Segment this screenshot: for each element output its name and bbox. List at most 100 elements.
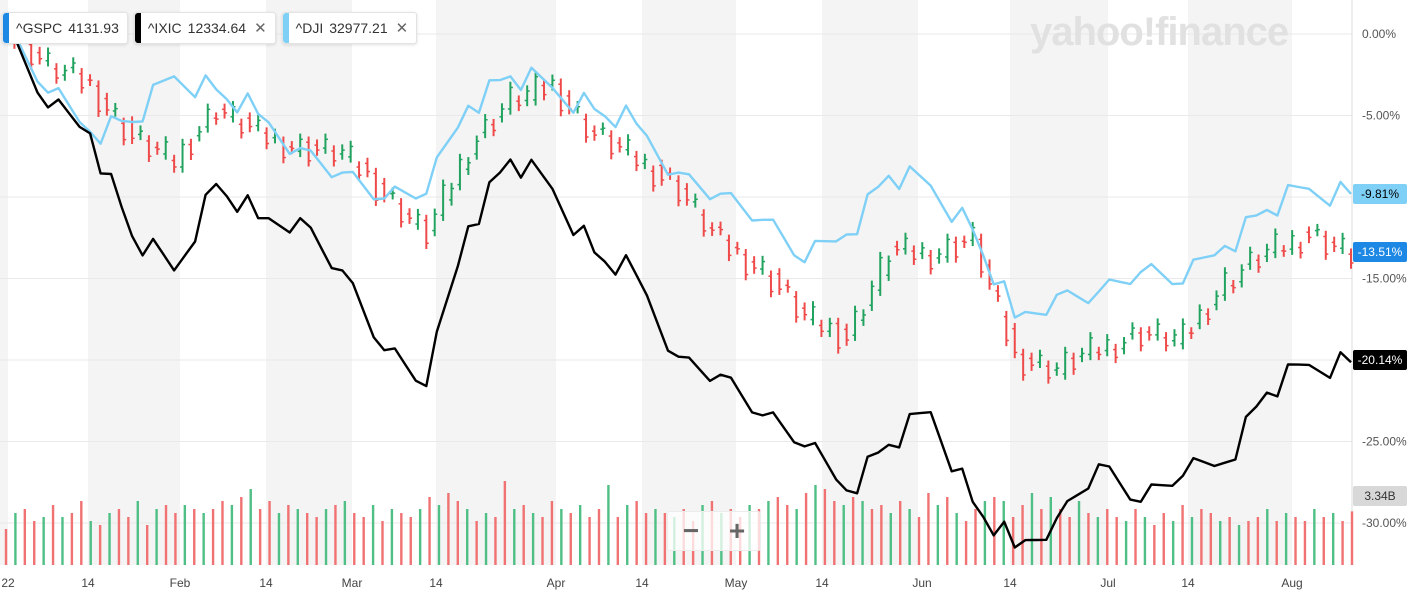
x-tick-label: Jun: [912, 576, 931, 590]
volume-bar: [1284, 513, 1288, 565]
volume-bar: [1059, 509, 1062, 565]
legend-value: 4131.93: [68, 20, 119, 36]
volume-bar: [306, 513, 309, 565]
volume-bar: [108, 513, 111, 565]
series-line-ixic: [5, 33, 1352, 549]
legend-color-swatch: [3, 13, 9, 43]
volume-bar: [1247, 521, 1250, 565]
volume-bar: [861, 501, 864, 565]
volume-bar: [908, 509, 911, 565]
volume-bar: [936, 505, 940, 565]
volume-bar: [98, 525, 102, 565]
volume-bar: [1228, 517, 1231, 565]
end-label: -20.14%: [1358, 353, 1403, 367]
volume-bar: [484, 513, 488, 565]
volume-bar: [202, 513, 205, 565]
x-tick-label: 14: [1003, 576, 1017, 590]
legend-chip-dji[interactable]: ^DJI 32977.21 ✕: [281, 12, 418, 44]
volume-bar: [428, 497, 431, 565]
volume-bar: [381, 521, 384, 565]
volume-bar: [1143, 517, 1147, 565]
volume-bar: [541, 517, 544, 565]
end-label-bg: [1353, 242, 1407, 262]
x-tick-label: Aug: [1281, 576, 1302, 590]
volume-bar: [560, 509, 563, 565]
volume-bar: [588, 517, 591, 565]
volume-bar: [418, 509, 422, 565]
month-band: [88, 0, 180, 565]
volume-bar: [51, 505, 55, 565]
volume-bar: [993, 497, 996, 565]
month-band: [0, 0, 8, 565]
end-label-bg: [1353, 184, 1407, 204]
volume-bar: [654, 509, 657, 565]
volume-bar: [1068, 517, 1071, 565]
volume-bar: [1219, 521, 1222, 565]
month-band: [266, 0, 352, 565]
legend-color-swatch: [134, 13, 141, 43]
volume-bar: [494, 517, 497, 565]
volume-bar: [1087, 513, 1090, 565]
volume-bar: [1341, 521, 1344, 565]
volume-bar: [531, 513, 535, 565]
legend: ^GSPC 4131.93 ^IXIC 12334.64 ✕ ^DJI 3297…: [2, 12, 418, 44]
volume-bar: [211, 509, 215, 565]
y-tick-label: -25.00%: [1362, 435, 1407, 449]
zoom-out-button[interactable]: −: [682, 515, 700, 546]
volume-bar: [80, 501, 83, 565]
month-band: [1010, 0, 1108, 565]
gspc-ohlc: [11, 22, 1354, 384]
legend-symbol: ^DJI: [295, 20, 324, 36]
volume-bar: [1266, 509, 1269, 565]
volume-bar: [522, 505, 525, 565]
volume-bar: [155, 509, 158, 565]
series-lines: [5, 32, 1352, 549]
volume-bar: [804, 493, 808, 565]
volume-bar: [616, 517, 620, 565]
volume-bar: [1134, 509, 1137, 565]
volume-bar: [1021, 505, 1024, 565]
close-icon[interactable]: ✕: [395, 20, 409, 37]
volume-bar: [183, 505, 187, 565]
y-tick-label: -5.00%: [1362, 109, 1400, 123]
zoom-in-button[interactable]: +: [728, 515, 746, 546]
volume-bar: [258, 509, 262, 565]
y-tick-label: -30.00%: [1362, 516, 1407, 530]
volume-bar: [776, 497, 780, 565]
volume-bar: [1294, 517, 1297, 565]
x-tick-label: 14: [1181, 576, 1195, 590]
volume-bar: [1077, 501, 1081, 565]
y-tick-label: -15.00%: [1362, 272, 1407, 286]
legend-chip-gspc[interactable]: ^GSPC 4131.93: [2, 12, 128, 44]
volume-bar: [33, 521, 36, 565]
volume-bar: [23, 509, 27, 565]
volume-bar: [409, 517, 412, 565]
x-tick-label: 14: [259, 576, 273, 590]
volume-bar: [1322, 517, 1325, 565]
volume-bar: [1162, 513, 1165, 565]
legend-chip-ixic[interactable]: ^IXIC 12334.64 ✕: [133, 12, 276, 44]
volume-bar: [578, 505, 582, 565]
volume-bar: [277, 513, 281, 565]
end-labels: -9.81% -13.51% -20.14% 3.34B: [1353, 184, 1407, 506]
volume-bar: [626, 505, 629, 565]
volume-bar: [644, 513, 648, 565]
volume-bar: [663, 513, 667, 565]
end-label: -13.51%: [1358, 245, 1403, 259]
volume-bar: [61, 517, 64, 565]
volume-bar: [1106, 509, 1109, 565]
x-tick-label: Feb: [170, 576, 191, 590]
volume-bar: [983, 501, 987, 565]
x-tick-label: 14: [81, 576, 95, 590]
volume-bar: [880, 505, 883, 565]
volume-bar: [437, 505, 441, 565]
volume-bar: [786, 505, 789, 565]
close-icon[interactable]: ✕: [254, 20, 267, 37]
month-bands: [0, 0, 1292, 565]
x-axis: 22 14 Feb 14 Mar 14 Apr 14 May 14 Jun 14 Jul 14 Aug: [1, 576, 1302, 590]
volume-bar: [1331, 513, 1335, 565]
volume-bar: [296, 509, 299, 565]
x-tick-label: 22: [1, 576, 15, 590]
x-tick-label: Mar: [342, 576, 363, 590]
legend-color-swatch: [282, 13, 289, 43]
